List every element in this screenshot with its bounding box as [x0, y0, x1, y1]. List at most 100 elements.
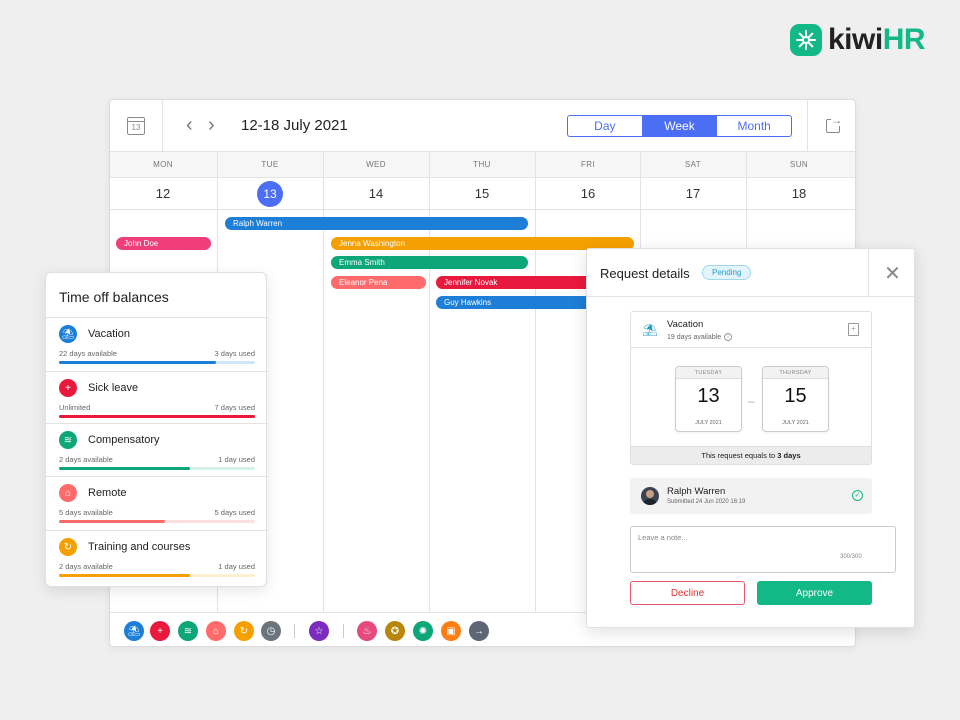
balance-progress-fill — [59, 574, 191, 577]
balance-name: Training and courses — [88, 541, 191, 553]
event-jenna-washington[interactable]: Jenna Washington — [331, 237, 634, 250]
star-icon[interactable]: ☆ — [309, 621, 329, 641]
training-icon: ↻ — [59, 538, 77, 556]
event-eleanor-pena[interactable]: Eleanor Pena — [331, 276, 426, 289]
day-number-14[interactable]: 14 — [323, 178, 429, 209]
medal-icon[interactable]: ✪ — [385, 621, 405, 641]
event-ralph-warren[interactable]: Ralph Warren — [225, 217, 528, 230]
day-name-tue: TUE — [261, 160, 279, 169]
plus-cross-icon[interactable]: + — [150, 621, 170, 641]
home-icon[interactable]: ⌂ — [206, 621, 226, 641]
badge-icon[interactable]: ▣ — [441, 621, 461, 641]
leave-type-legend: ⛱ + ≋ ⌂ ↻ ◷ ☆ ♨ ✪ ✺ ▣ → — [110, 612, 855, 646]
day-column-divider — [535, 152, 536, 612]
close-button[interactable]: ✕ — [868, 249, 916, 297]
next-week-button[interactable]: › — [208, 114, 215, 136]
decline-button[interactable]: Decline — [630, 581, 745, 605]
bulb-icon[interactable]: ✺ — [413, 621, 433, 641]
today-date-badge: 13 — [257, 180, 283, 207]
balance-available: Unlimited — [59, 403, 91, 412]
balance-remote[interactable]: ⌂ Remote 5 days available 5 days used — [46, 476, 268, 529]
time-off-balances-card: Time off balances ⛱ Vacation 22 days avail… — [45, 272, 268, 587]
note-input[interactable] — [630, 526, 896, 573]
submitted-timestamp: Submitted 24 Jun 2020 16:19 — [667, 499, 746, 505]
logo-kiwi-text: kiwi — [828, 23, 883, 56]
view-toggle: Day Week Month — [567, 115, 792, 137]
balance-available: 22 days available — [59, 349, 117, 358]
calendar-toolbar: 13 ‹ › 12-18 July 2021 Day Week Month — [110, 100, 855, 152]
view-week-button[interactable]: Week — [641, 116, 717, 136]
balance-progress-track — [59, 467, 255, 470]
calendar-icon-day: 13 — [131, 123, 141, 132]
balance-compensatory[interactable]: ≋ Compensatory 2 days available 1 day used — [46, 423, 268, 476]
day-name-fri: FRI — [580, 160, 596, 169]
legend-separator — [294, 624, 295, 638]
layers-icon[interactable]: ≋ — [178, 621, 198, 641]
balance-progress-fill — [59, 361, 216, 364]
note-char-count: 300/300 — [840, 554, 862, 560]
date-range-title: 12-18 July 2021 — [241, 117, 348, 134]
balance-used: 5 days used — [214, 508, 255, 517]
day-number-text: 14 — [368, 186, 384, 201]
enter-icon[interactable]: → — [469, 621, 489, 641]
balance-sick-leave[interactable]: + Sick leave Unlimited 7 days used — [46, 371, 268, 424]
approve-button[interactable]: Approve — [757, 581, 872, 605]
previous-week-button[interactable]: ‹ — [186, 114, 193, 136]
event-emma-smith[interactable]: Emma Smith — [331, 256, 528, 269]
duration-prefix: This request equals to — [701, 451, 776, 460]
leave-days-available: 19 days available i — [667, 333, 733, 341]
palm-tree-icon[interactable]: ⛱ — [124, 621, 144, 641]
day-number-15[interactable]: 15 — [429, 178, 535, 209]
day-number-12[interactable]: 12 — [110, 178, 216, 209]
start-weekday: TUESDAY — [676, 367, 741, 379]
export-button[interactable] — [807, 100, 855, 152]
balance-name: Remote — [88, 487, 127, 499]
day-number-text: 15 — [474, 186, 490, 201]
document-icon[interactable]: + — [848, 323, 859, 336]
end-date-card: THURSDAY 15 JULY 2021 — [762, 366, 829, 432]
balance-name: Sick leave — [88, 382, 139, 394]
calendar-clock-icon[interactable]: ◷ — [261, 621, 281, 641]
start-date-card: TUESDAY 13 JULY 2021 — [675, 366, 742, 432]
day-numbers-row: 12 13 14 15 16 17 18 — [110, 178, 855, 210]
day-number-16[interactable]: 16 — [535, 178, 641, 209]
date-range-separator: – — [748, 394, 755, 408]
start-day: 13 — [697, 385, 720, 407]
view-month-button[interactable]: Month — [716, 116, 791, 136]
submitter-name: Ralph Warren — [667, 486, 726, 497]
birthday-icon[interactable]: ♨ — [357, 621, 377, 641]
balance-progress-track — [59, 520, 255, 523]
status-badge: Pending — [702, 265, 752, 280]
balance-vacation[interactable]: ⛱ Vacation 22 days available 3 days used — [46, 317, 268, 370]
balance-used: 3 days used — [214, 349, 255, 358]
leave-summary: ⛱ Vacation 19 days available i + TUESDAY … — [630, 311, 872, 465]
balance-used: 7 days used — [214, 403, 255, 412]
balances-title: Time off balances — [59, 289, 169, 305]
duration-value: 3 days — [777, 451, 801, 460]
view-day-button[interactable]: Day — [594, 119, 616, 133]
day-number-13[interactable]: 13 — [217, 178, 323, 209]
day-name-mon: MON — [153, 160, 173, 169]
leave-type-name: Vacation — [667, 319, 704, 330]
today-button[interactable]: 13 — [110, 100, 163, 152]
event-john-doe[interactable]: John Doe — [116, 237, 211, 250]
close-icon: ✕ — [884, 262, 901, 285]
info-icon[interactable]: i — [724, 333, 733, 341]
balance-available: 2 days available — [59, 455, 113, 464]
logo-wordmark: kiwiHR — [828, 23, 926, 57]
plus-cross-icon: + — [59, 379, 77, 397]
day-number-text: 17 — [685, 186, 701, 201]
day-number-17[interactable]: 17 — [640, 178, 746, 209]
day-column-divider — [323, 152, 324, 612]
day-number-18[interactable]: 18 — [746, 178, 852, 209]
balance-name: Vacation — [88, 328, 130, 340]
leave-days-text: 19 days available — [667, 333, 722, 341]
balance-progress-track — [59, 415, 255, 418]
leave-type-header: ⛱ Vacation 19 days available i + — [631, 312, 871, 348]
day-number-text: 16 — [580, 186, 596, 201]
day-number-text: 18 — [791, 186, 807, 201]
training-icon[interactable]: ↻ — [234, 621, 254, 641]
balance-name: Compensatory — [88, 434, 160, 446]
balance-training-and-courses[interactable]: ↻ Training and courses 2 days available 1 d… — [46, 530, 268, 583]
palm-tree-icon: ⛱ — [642, 323, 658, 337]
